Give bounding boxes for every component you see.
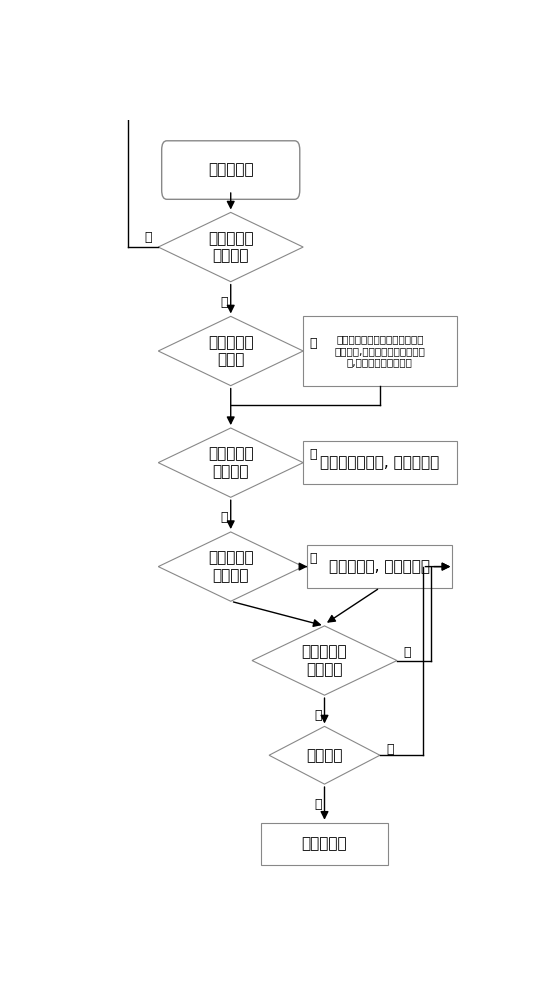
Text: 通过混风温度根据公式计算得出
制冷需求,得出循环泵开启个数需
求,确定循环泵开启个数: 通过混风温度根据公式计算得出 制冷需求,得出循环泵开启个数需 求,确定循环泵开启…	[334, 334, 425, 368]
Text: 强制关闭补水阀, 开启排水泵: 强制关闭补水阀, 开启排水泵	[320, 455, 439, 470]
Text: 是: 是	[310, 448, 317, 461]
Bar	[261, 823, 388, 865]
Bar	[303, 316, 456, 386]
Text: 是: 是	[315, 798, 322, 811]
Polygon shape	[158, 428, 303, 497]
Polygon shape	[269, 726, 380, 784]
Bar	[307, 545, 452, 588]
Polygon shape	[158, 212, 303, 282]
Polygon shape	[158, 316, 303, 386]
Text: 是: 是	[403, 646, 411, 659]
Text: 否: 否	[221, 511, 228, 524]
Text: 否: 否	[386, 743, 394, 756]
Text: 是: 是	[310, 337, 317, 350]
Text: 关闭补水阀: 关闭补水阀	[302, 836, 347, 851]
Text: 达到延时: 达到延时	[306, 748, 343, 763]
Text: 低水位信号
是否存在: 低水位信号 是否存在	[208, 550, 254, 583]
Text: 开启补水阀, 关闭排水泵: 开启补水阀, 关闭排水泵	[329, 559, 431, 574]
Text: 否: 否	[144, 231, 152, 244]
Text: 控制器上电: 控制器上电	[208, 163, 254, 178]
Text: 低水位信号
是否存在: 低水位信号 是否存在	[302, 644, 347, 677]
Text: 是: 是	[310, 552, 317, 565]
Text: 判断混风温
度大小: 判断混风温 度大小	[208, 335, 254, 367]
Polygon shape	[252, 626, 397, 695]
FancyBboxPatch shape	[162, 141, 300, 199]
Text: 高水位信号
是否存在: 高水位信号 是否存在	[208, 446, 254, 479]
Text: 是: 是	[221, 296, 228, 309]
Bar	[303, 441, 456, 484]
Text: 否: 否	[315, 709, 322, 722]
Text: 集控器按键
开机状态: 集控器按键 开机状态	[208, 231, 254, 263]
Polygon shape	[158, 532, 303, 601]
